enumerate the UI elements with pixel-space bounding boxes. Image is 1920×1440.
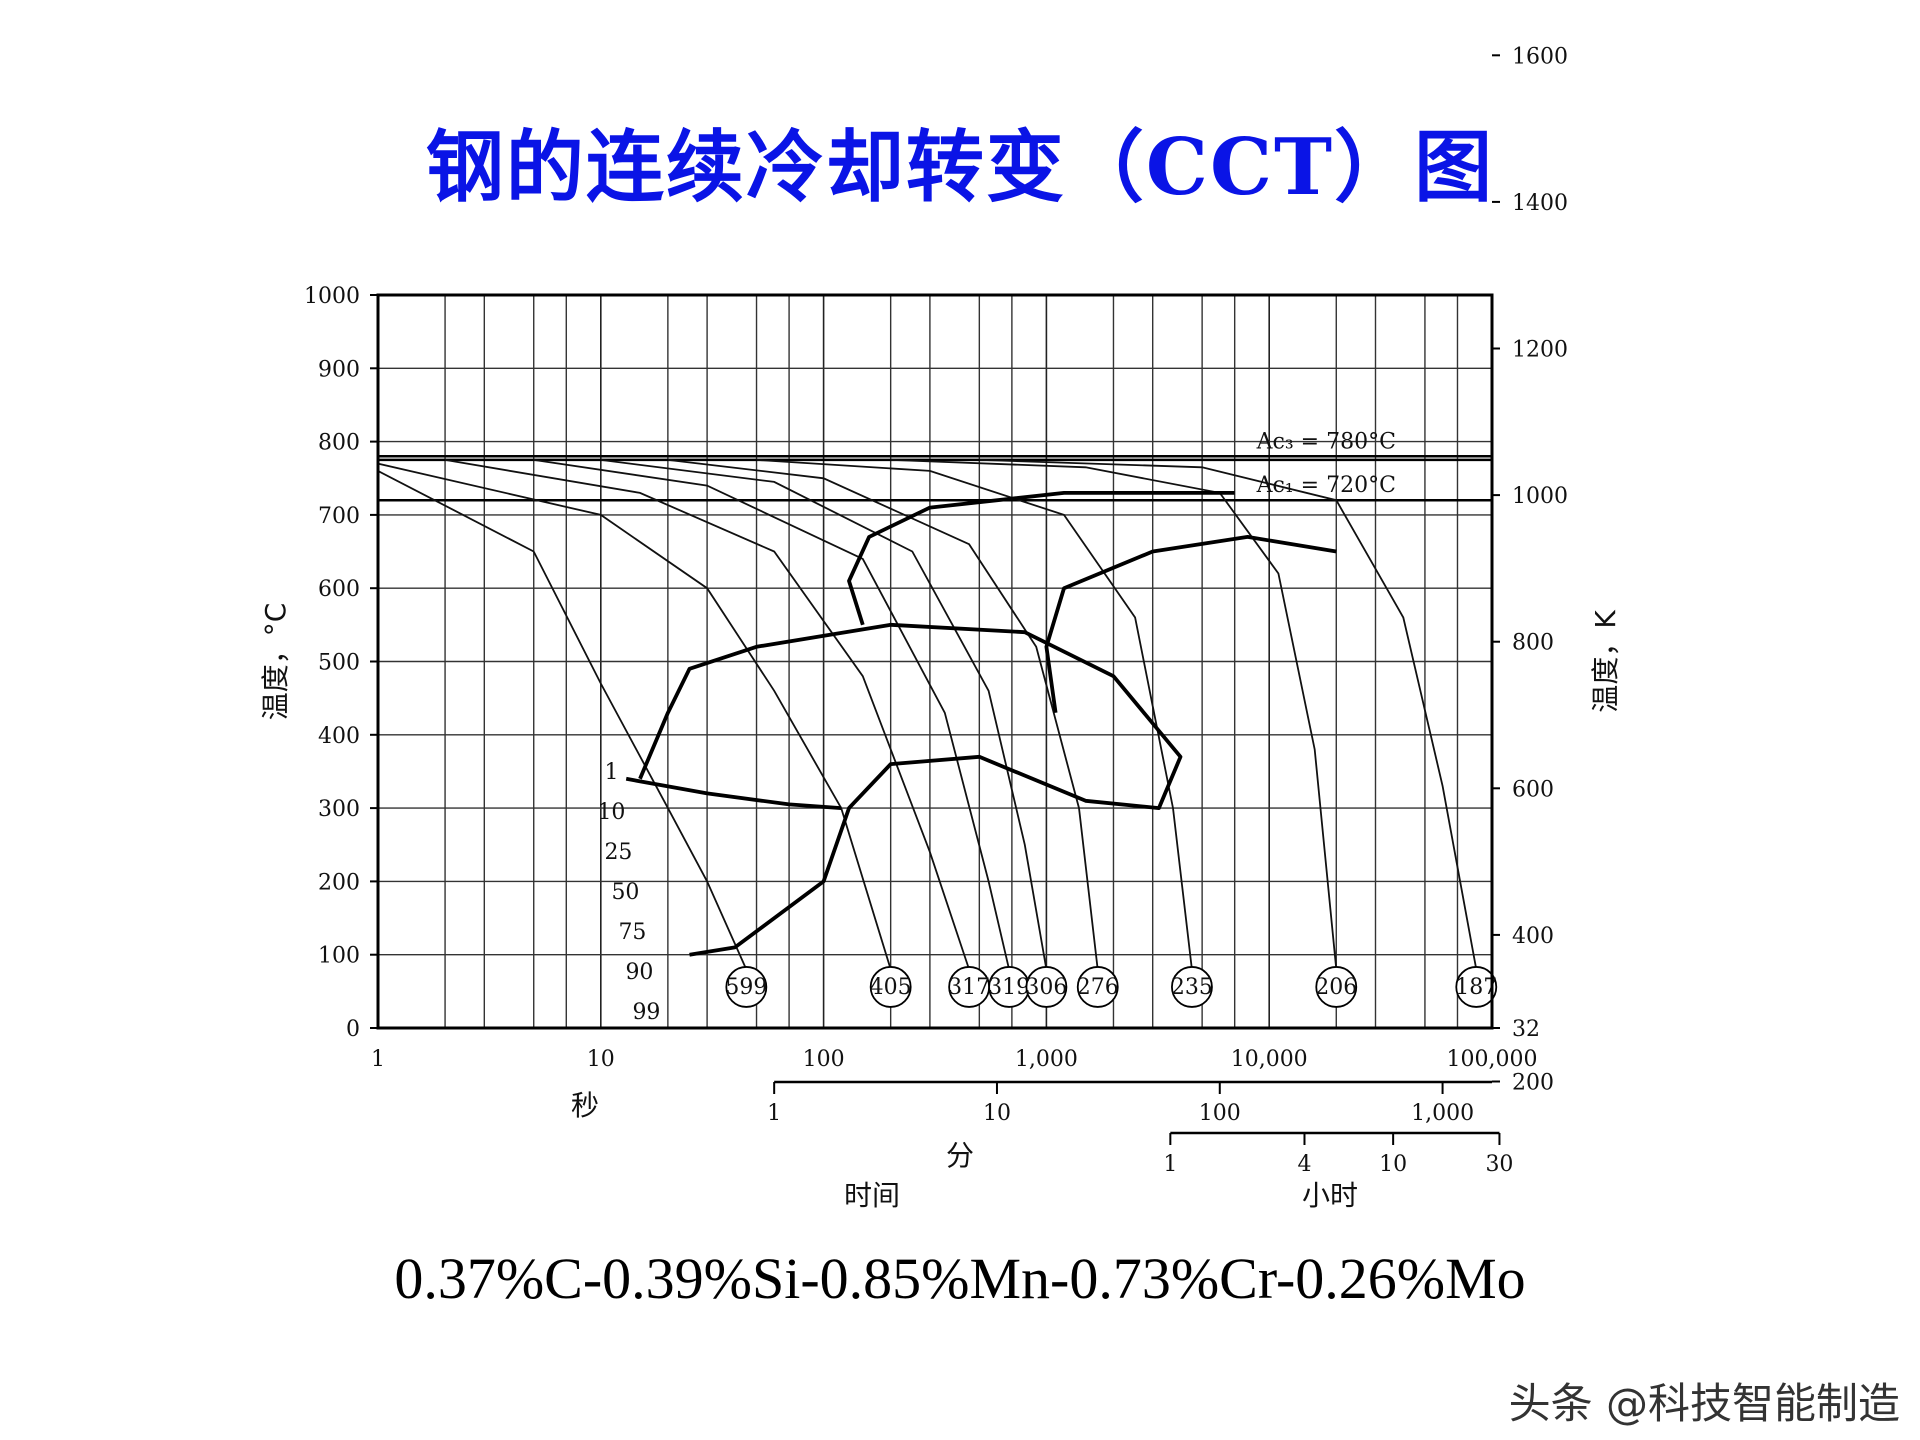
y-tick-label: 800 (318, 431, 360, 456)
hardness-circle (1455, 966, 1498, 1008)
hardness-label: 235 (1171, 975, 1213, 1000)
x-tick-label-seconds: 1,000 (1015, 1047, 1078, 1072)
hardness-label: 319 (988, 975, 1030, 1000)
x-tick-label-hours: 4 (1297, 1152, 1311, 1177)
y2-axis-label: 温度，K (1589, 610, 1622, 713)
x-tick-label-hours: 30 (1485, 1152, 1513, 1177)
hardness-circle (1315, 966, 1358, 1008)
percent-label: 99 (632, 1000, 660, 1025)
y-tick-label: 900 (318, 357, 360, 382)
hardness-label: 405 (870, 975, 912, 1000)
hardness-label: 317 (948, 975, 990, 1000)
hardness-label: 187 (1455, 975, 1497, 1000)
x-tick-label-hours: 1 (1163, 1152, 1177, 1177)
x-tick-label-seconds: 100 (803, 1047, 845, 1072)
hardness-label: 276 (1077, 975, 1119, 1000)
steel-composition: 0.37%C-0.39%Si-0.85%Mn-0.73%Cr-0.26%Mo (394, 1246, 1526, 1311)
y-tick-label: 400 (318, 724, 360, 749)
percent-label: 75 (618, 920, 646, 945)
x-tick-label-seconds: 10,000 (1231, 1047, 1308, 1072)
y-tick-label: 1000 (304, 284, 360, 309)
y2-tick-label: 1400 (1512, 191, 1568, 216)
y-tick-label: 600 (318, 577, 360, 602)
y2-tick-label: 1200 (1512, 338, 1568, 363)
cooling-curve (756, 459, 1193, 970)
x-axis-label-time: 时间 (844, 1179, 900, 1212)
hardness-label: 206 (1315, 975, 1357, 1000)
page-title: 钢的连续冷却转变（CCT）图 (425, 122, 1495, 213)
transformation-curve (847, 491, 1235, 626)
y2-tick-label: 1000 (1512, 484, 1568, 509)
y2-tick-label: 400 (1512, 924, 1554, 949)
axes: 0 100 200 300 400 500 600 700 800 900 1000 32 200 400… (259, 44, 1622, 1212)
percent-label: 25 (604, 840, 632, 865)
y-tick-label: 700 (318, 504, 360, 529)
y-axis-label: 温度，°C (259, 603, 292, 721)
x-axis-label-hours: 小时 (1302, 1179, 1358, 1212)
hardness-label: 599 (725, 975, 767, 1000)
y2-tick-label: 800 (1512, 631, 1554, 656)
cooling-curve (890, 459, 1338, 970)
percent-label: 1 (604, 760, 618, 785)
hardness-circle (1076, 966, 1119, 1008)
cooling-curve (444, 459, 970, 970)
y2-tick-label: 32 (1512, 1017, 1540, 1042)
x-tick-label-hours: 10 (1379, 1152, 1407, 1177)
percent-label: 10 (597, 800, 625, 825)
x-tick-label-minutes: 10 (983, 1101, 1011, 1126)
hardness-circle (1025, 966, 1068, 1008)
hardness-circle (725, 966, 768, 1008)
transformation-curve (625, 776, 842, 810)
x-tick-label-minutes: 1 (767, 1101, 781, 1126)
x-axis-label-minutes: 分 (946, 1139, 974, 1172)
y2-tick-label: 200 (1512, 1071, 1554, 1096)
x-tick-label-seconds: 1 (371, 1047, 385, 1072)
transformation-curve (1044, 535, 1337, 714)
y-tick-label: 0 (346, 1017, 360, 1042)
percent-label: 90 (625, 960, 653, 985)
reference-label: Ac₃ = 780°C (1256, 429, 1396, 454)
percent-label: 50 (611, 880, 639, 905)
cooling-curve (979, 459, 1478, 970)
y-tick-label: 100 (318, 944, 360, 969)
hardness-circle (1171, 966, 1213, 1008)
x-tick-label-seconds: 10 (587, 1047, 615, 1072)
grid (377, 295, 1492, 1028)
x-tick-label-minutes: 100 (1199, 1101, 1241, 1126)
x-axis-label-seconds: 秒 (571, 1089, 599, 1122)
watermark: 头条 @科技智能制造 (1508, 1379, 1900, 1428)
y2-tick-label: 1600 (1512, 44, 1568, 69)
x-tick-label-minutes: 1,000 (1411, 1101, 1474, 1126)
x-tick-label-seconds: 100,000 (1447, 1047, 1538, 1072)
hardness-circle (869, 966, 912, 1008)
y-tick-label: 200 (318, 870, 360, 895)
y2-tick-label: 600 (1512, 777, 1554, 802)
cooling-curve (377, 462, 892, 970)
transformation-curves: 1 10 25 50 75 90 99 (597, 491, 1337, 1025)
cooling-curve (667, 459, 1099, 970)
cooling-curve (600, 459, 1048, 970)
cooling-curve (533, 459, 1010, 970)
transformation-curve (638, 622, 1183, 957)
hardness-label: 306 (1025, 975, 1067, 1000)
cooling-curve (377, 470, 748, 970)
y-tick-label: 500 (318, 651, 360, 676)
y-tick-label: 300 (318, 797, 360, 822)
